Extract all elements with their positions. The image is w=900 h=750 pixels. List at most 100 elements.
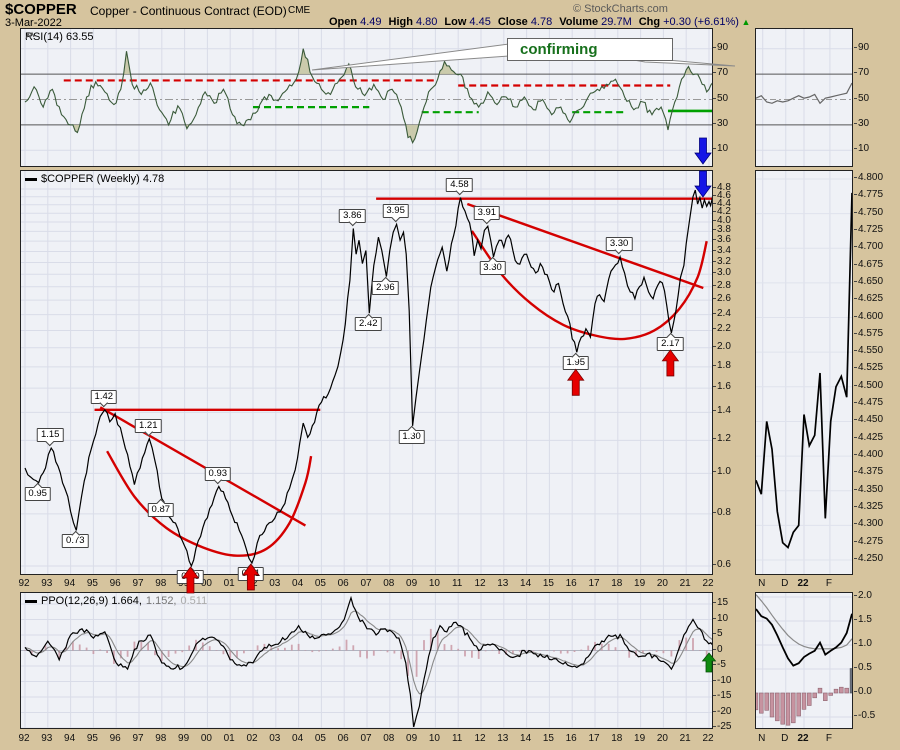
price-mini-svg <box>756 171 852 574</box>
rsi-y-axis-label: 10 <box>712 143 729 155</box>
rsi-mini-y-axis-label: 10 <box>853 143 870 155</box>
x-axis-year-label: 22 <box>702 578 714 589</box>
price-point-label: 3.30 <box>479 260 506 275</box>
price-point-label: 4.58 <box>446 177 473 192</box>
price-point-label: 1.21 <box>135 418 162 433</box>
price-y-axis-label: 4.8 <box>713 182 731 193</box>
mini-x-axis-label: 22 <box>797 733 809 744</box>
ppo-mini-y-axis-label: 0.5 <box>854 662 872 673</box>
price-svg <box>21 171 712 574</box>
price-mini-y-axis-label: 4.725 <box>853 223 884 235</box>
mini-x-axis-label: D <box>781 733 789 744</box>
ppo-y-axis-label: -20 <box>712 705 732 717</box>
price-mini-y-axis-label: 4.700 <box>853 241 884 253</box>
price-y-axis-label: 4.6 <box>713 189 731 201</box>
price-y-axis-label: 4.4 <box>713 197 731 209</box>
x-axis-year-label: 96 <box>109 578 121 589</box>
x-axis-year-label: 93 <box>41 578 53 589</box>
exchange-label: CME <box>288 5 311 16</box>
quote-field-label: Open <box>329 16 358 28</box>
x-axis-year-label: 04 <box>292 733 304 744</box>
x-axis-year-label: 95 <box>86 578 98 589</box>
change-up-triangle-icon: ▲ <box>738 17 751 27</box>
x-axis-year-label: 10 <box>428 733 440 744</box>
ppo-mini-y-axis-label: 1.5 <box>854 614 872 625</box>
price-point-label: 3.86 <box>339 208 366 223</box>
ppo-y-axis-label: -10 <box>712 674 732 686</box>
ppo-panel-label: PPO(12,26,9) 1.664, 1.152, 0.511 <box>25 595 207 607</box>
price-mini-y-axis-label: 4.250 <box>853 552 884 564</box>
rsi-mini-y-axis-label: 70 <box>853 67 870 79</box>
price-point-label: 3.95 <box>382 204 409 219</box>
ppo-mini-svg <box>756 593 852 728</box>
x-axis-year-label: 07 <box>360 578 372 589</box>
ppo-y-axis-label: 5 <box>713 628 723 639</box>
quote-field-value: 4.49 <box>360 16 382 28</box>
price-point-label: 0.61 <box>237 567 265 581</box>
price-point-label: 1.95 <box>562 356 589 371</box>
price-mini-y-axis-label: 4.525 <box>853 362 884 374</box>
x-axis-year-label: 22 <box>702 733 714 744</box>
x-axis-year-label: 21 <box>679 733 691 744</box>
quote-field-label: Close <box>497 16 528 28</box>
rsi-panel-label: RSI(14) 63.55 <box>25 31 94 43</box>
ppo-panel: PPO(12,26,9) 1.664, 1.152, 0.511 <box>20 592 713 729</box>
price-y-axis-label: 2.2 <box>713 323 731 335</box>
price-point-label: 0.60 <box>177 570 204 584</box>
x-axis-year-label: 97 <box>132 578 144 589</box>
price-point-label: 1.15 <box>36 428 64 443</box>
price-zoom-panel <box>755 170 853 575</box>
ppo-y-axis-label: 15 <box>712 597 729 608</box>
quote-field-value: 4.78 <box>530 16 553 28</box>
x-axis-year-label: 17 <box>588 578 600 589</box>
x-axis-year-label: 20 <box>656 578 668 589</box>
x-axis-year-label: 18 <box>611 733 623 744</box>
x-axis-year-label: 06 <box>337 733 349 744</box>
ppo-y-axis-label: -15 <box>712 690 732 701</box>
price-mini-y-axis-label: 4.625 <box>853 293 884 305</box>
x-axis-year-label: 97 <box>132 733 144 744</box>
price-mini-y-axis-label: 4.750 <box>853 206 884 218</box>
mini-x-axis-label: N <box>758 578 766 589</box>
ppo-mini-y-axis-label: 0.0 <box>854 686 872 697</box>
x-axis-year-label: 92 <box>18 733 30 744</box>
x-axis-year-label: 12 <box>474 578 486 589</box>
price-mini-y-axis-label: 4.300 <box>853 518 884 530</box>
price-mini-y-axis-label: 4.425 <box>853 431 884 443</box>
x-axis-year-label: 14 <box>520 578 532 589</box>
price-point-label: 2.96 <box>372 280 399 295</box>
symbol-title: $COPPER <box>5 1 77 18</box>
quote-field-label: Chg <box>638 16 661 28</box>
x-axis-year-label: 01 <box>223 578 235 589</box>
rsi-zoom-panel <box>755 28 853 167</box>
quote-row: Open 4.49 High 4.80 Low 4.45 Close 4.78 Volume 29… <box>322 16 750 28</box>
x-axis-year-label: 16 <box>565 733 577 744</box>
x-axis-year-label: 19 <box>634 733 646 744</box>
price-mini-y-axis-label: 4.475 <box>853 397 884 409</box>
x-axis-year-label: 03 <box>269 733 281 744</box>
ppo-y-axis-label: 10 <box>712 612 729 624</box>
chart-date: 3-Mar-2022 <box>5 17 62 29</box>
price-y-axis-label: 2.8 <box>713 279 731 291</box>
x-axis-year-label: 13 <box>497 578 509 589</box>
x-axis-year-label: 01 <box>223 733 235 744</box>
price-y-axis-label: 1.4 <box>713 405 731 417</box>
price-panel: $COPPER (Weekly) 4.78 <box>20 170 713 575</box>
price-mini-y-axis-label: 4.650 <box>853 275 884 287</box>
ppo-mini-y-axis-label: -0.5 <box>853 710 876 721</box>
ppo-y-axis-label: 0 <box>713 643 723 655</box>
price-mini-y-axis-label: 4.600 <box>853 310 884 322</box>
x-axis-year-label: 98 <box>155 578 167 589</box>
price-point-label: 0.93 <box>204 466 232 481</box>
x-axis-year-label: 19 <box>634 578 646 589</box>
price-mini-y-axis-label: 4.325 <box>853 501 884 513</box>
quote-field-value: 29.7M <box>601 16 632 28</box>
price-mini-y-axis-label: 4.800 <box>853 172 884 183</box>
line-swatch-icon <box>25 177 37 181</box>
rsi-mini-y-axis-label: 50 <box>853 92 870 104</box>
x-axis-year-label: 08 <box>383 733 395 744</box>
x-axis-year-label: 15 <box>542 578 554 589</box>
x-axis-year-label: 96 <box>109 733 121 744</box>
rsi-y-axis-label: 70 <box>712 67 729 79</box>
